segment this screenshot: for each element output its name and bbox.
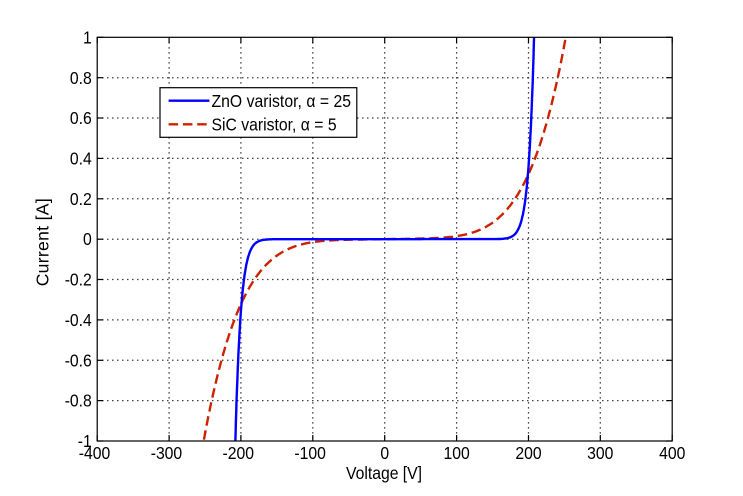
svg-text:ZnO varistor, α = 25: ZnO varistor, α = 25 bbox=[212, 91, 352, 111]
svg-text:-400: -400 bbox=[79, 443, 110, 463]
svg-text:-300: -300 bbox=[151, 443, 182, 463]
svg-text:-1: -1 bbox=[78, 431, 92, 451]
svg-text:Current [A]: Current [A] bbox=[33, 198, 53, 286]
svg-text:300: 300 bbox=[587, 443, 613, 463]
svg-text:400: 400 bbox=[659, 443, 685, 463]
svg-text:0: 0 bbox=[380, 443, 389, 463]
svg-text:SiC varistor, α = 5: SiC varistor, α = 5 bbox=[212, 115, 337, 135]
svg-text:-0.8: -0.8 bbox=[65, 391, 92, 411]
svg-text:-100: -100 bbox=[294, 443, 325, 463]
svg-text:0.6: 0.6 bbox=[70, 108, 92, 128]
svg-text:1: 1 bbox=[83, 28, 92, 48]
svg-text:0.8: 0.8 bbox=[70, 68, 92, 88]
svg-text:100: 100 bbox=[443, 443, 469, 463]
svg-text:200: 200 bbox=[515, 443, 541, 463]
svg-text:0: 0 bbox=[83, 229, 92, 249]
svg-text:-200: -200 bbox=[223, 443, 254, 463]
svg-text:-0.6: -0.6 bbox=[65, 351, 92, 371]
svg-text:Voltage [V]: Voltage [V] bbox=[346, 463, 422, 483]
svg-text:-0.2: -0.2 bbox=[65, 270, 92, 290]
svg-text:0.4: 0.4 bbox=[70, 149, 92, 169]
svg-text:-0.4: -0.4 bbox=[65, 310, 92, 330]
svg-text:0.2: 0.2 bbox=[70, 189, 92, 209]
